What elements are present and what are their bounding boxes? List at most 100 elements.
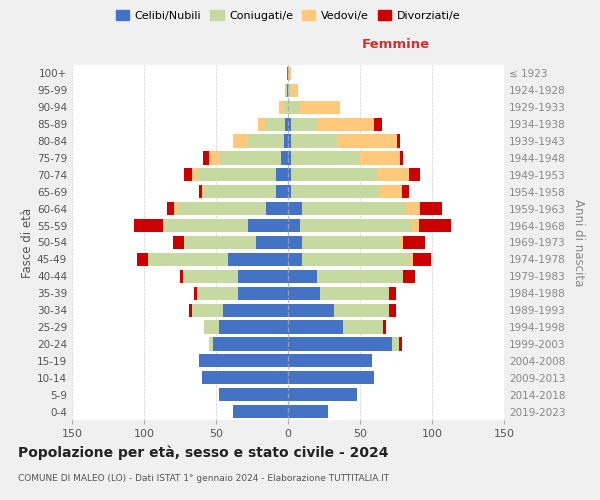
Bar xyxy=(184,236,256,249)
Bar xyxy=(288,185,291,198)
Bar xyxy=(284,134,288,147)
Bar xyxy=(227,253,288,266)
Bar xyxy=(284,100,288,114)
Bar xyxy=(409,168,421,181)
Bar xyxy=(137,253,148,266)
Bar xyxy=(291,84,298,97)
Bar xyxy=(380,185,402,198)
Bar xyxy=(281,152,288,164)
Bar xyxy=(412,219,419,232)
Text: Popolazione per età, sesso e stato civile - 2024: Popolazione per età, sesso e stato civil… xyxy=(18,446,389,460)
Bar xyxy=(302,236,400,249)
Bar xyxy=(383,320,386,334)
Bar xyxy=(209,152,220,164)
Bar xyxy=(233,134,248,147)
Bar xyxy=(285,118,288,131)
Bar xyxy=(389,304,396,316)
Bar xyxy=(213,338,288,350)
Bar xyxy=(202,185,205,198)
Bar xyxy=(287,67,288,80)
Bar xyxy=(399,338,402,350)
Bar xyxy=(337,134,397,147)
Bar xyxy=(210,338,213,350)
Bar xyxy=(191,304,223,316)
Bar xyxy=(288,270,317,283)
Bar xyxy=(403,236,425,249)
Bar xyxy=(334,304,389,316)
Bar xyxy=(188,304,191,316)
Bar xyxy=(288,100,299,114)
Bar xyxy=(194,286,197,300)
Bar xyxy=(288,286,320,300)
Bar xyxy=(389,286,396,300)
Bar xyxy=(238,286,288,300)
Bar xyxy=(148,253,227,266)
Bar xyxy=(288,354,371,368)
Bar xyxy=(248,219,288,232)
Bar xyxy=(205,185,277,198)
Y-axis label: Fasce di età: Fasce di età xyxy=(21,208,34,278)
Bar xyxy=(291,152,360,164)
Bar xyxy=(400,152,403,164)
Text: Femmine: Femmine xyxy=(362,38,430,51)
Bar xyxy=(288,236,302,249)
Bar xyxy=(374,118,382,131)
Bar xyxy=(288,219,299,232)
Bar xyxy=(317,270,403,283)
Bar xyxy=(265,118,285,131)
Bar xyxy=(421,202,442,215)
Bar xyxy=(219,388,288,401)
Bar xyxy=(177,202,266,215)
Bar xyxy=(197,168,277,181)
Bar xyxy=(248,134,284,147)
Bar xyxy=(174,202,177,215)
Bar xyxy=(219,320,288,334)
Bar xyxy=(291,168,377,181)
Bar xyxy=(203,152,209,164)
Bar xyxy=(288,371,374,384)
Bar xyxy=(288,320,343,334)
Bar xyxy=(403,270,415,283)
Bar xyxy=(410,253,413,266)
Bar xyxy=(402,185,409,198)
Bar xyxy=(238,270,288,283)
Bar xyxy=(392,338,399,350)
Bar xyxy=(288,84,291,97)
Bar xyxy=(205,320,219,334)
Bar xyxy=(277,168,288,181)
Bar xyxy=(377,168,409,181)
Bar xyxy=(288,405,328,418)
Bar xyxy=(288,338,392,350)
Bar xyxy=(223,304,288,316)
Bar xyxy=(288,67,291,80)
Bar xyxy=(184,168,191,181)
Bar xyxy=(360,152,400,164)
Bar xyxy=(291,134,337,147)
Bar xyxy=(288,253,302,266)
Text: COMUNE DI MALEO (LO) - Dati ISTAT 1° gennaio 2024 - Elaborazione TUTTITALIA.IT: COMUNE DI MALEO (LO) - Dati ISTAT 1° gen… xyxy=(18,474,389,483)
Bar xyxy=(413,253,431,266)
Bar xyxy=(209,338,210,350)
Bar xyxy=(173,236,184,249)
Bar xyxy=(199,354,288,368)
Bar xyxy=(406,202,421,215)
Bar xyxy=(220,152,281,164)
Bar xyxy=(343,320,383,334)
Bar xyxy=(285,84,287,97)
Bar xyxy=(233,405,288,418)
Bar xyxy=(302,253,410,266)
Bar xyxy=(288,152,291,164)
Bar xyxy=(258,118,265,131)
Bar xyxy=(197,286,238,300)
Bar xyxy=(202,371,288,384)
Bar xyxy=(317,118,374,131)
Bar xyxy=(280,100,284,114)
Bar xyxy=(180,270,183,283)
Bar xyxy=(183,270,238,283)
Bar xyxy=(400,236,403,249)
Bar xyxy=(288,304,334,316)
Bar xyxy=(164,219,248,232)
Bar xyxy=(288,202,302,215)
Bar xyxy=(291,185,380,198)
Bar xyxy=(277,185,288,198)
